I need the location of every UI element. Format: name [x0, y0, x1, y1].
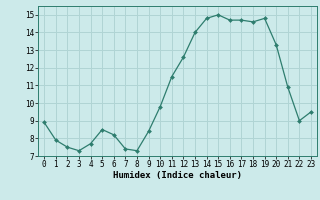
X-axis label: Humidex (Indice chaleur): Humidex (Indice chaleur): [113, 171, 242, 180]
